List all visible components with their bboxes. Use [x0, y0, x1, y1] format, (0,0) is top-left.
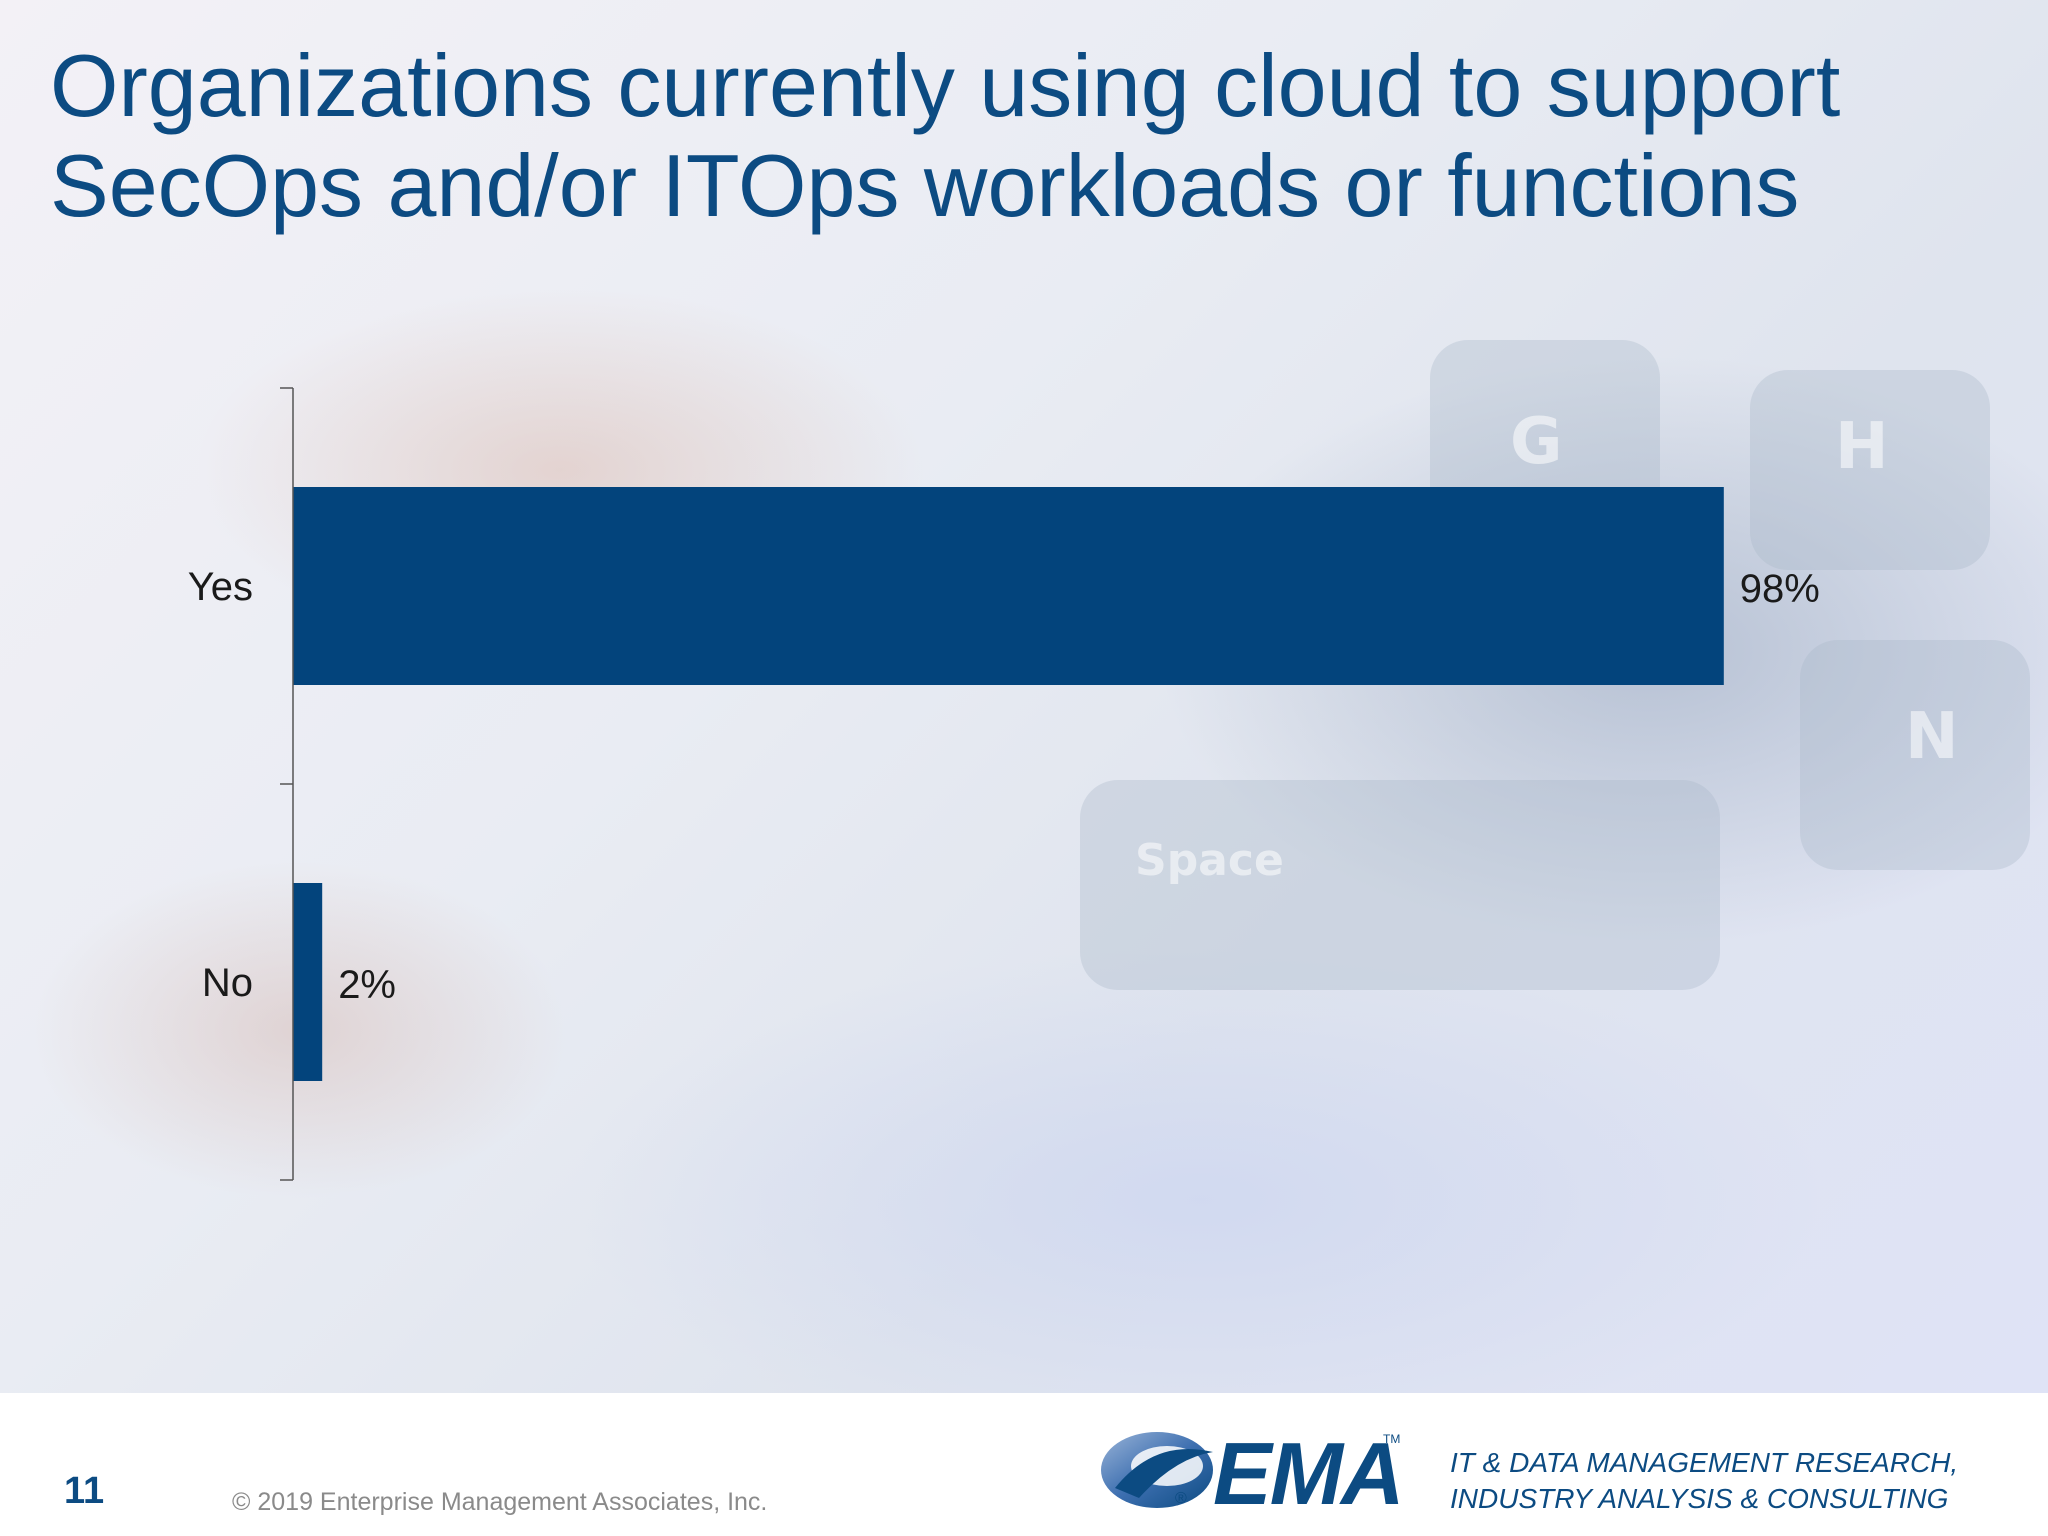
footer	[0, 1393, 2048, 1536]
key-letter-g: G	[1510, 405, 1563, 479]
bar-yes	[293, 487, 1724, 685]
category-label-no: No	[202, 961, 253, 1005]
ema-swirl-icon	[1101, 1432, 1213, 1508]
slide-title: Organizations currently using cloud to s…	[50, 36, 1841, 235]
keyboard-key-space	[1080, 780, 1720, 990]
keyboard-key-n	[1800, 640, 2030, 870]
copyright-text: © 2019 Enterprise Management Associates,…	[232, 1488, 768, 1516]
registered-mark: ®	[1175, 1490, 1187, 1507]
logo-wordmark: EMA	[1213, 1424, 1405, 1523]
ema-logo: ® EMA TM	[1095, 1418, 1405, 1524]
bar-chart: Yes No 98% 2%	[188, 387, 1820, 1181]
value-label-no: 2%	[338, 963, 396, 1007]
category-labels: Yes No	[188, 565, 253, 1005]
value-labels: 98% 2%	[338, 567, 1820, 1007]
category-label-yes: Yes	[188, 565, 253, 609]
tagline-line-2: INDUSTRY ANALYSIS & CONSULTING	[1450, 1483, 1949, 1514]
trademark-mark: TM	[1383, 1432, 1401, 1446]
bars-group	[293, 487, 1724, 1081]
key-letter-space: Space	[1135, 835, 1284, 886]
background-photo: G H N Space	[0, 0, 2048, 1393]
keyboard-key-h	[1750, 370, 1990, 570]
y-axis-ticks	[280, 387, 293, 1181]
key-letter-h: H	[1835, 410, 1889, 484]
page-number: 11	[64, 1470, 105, 1512]
value-label-yes: 98%	[1740, 567, 1820, 611]
bar-no	[293, 883, 323, 1081]
tagline: IT & DATA MANAGEMENT RESEARCH, INDUSTRY …	[1450, 1445, 2020, 1517]
key-letter-n: N	[1905, 700, 1959, 774]
tagline-line-1: IT & DATA MANAGEMENT RESEARCH,	[1450, 1447, 1959, 1478]
